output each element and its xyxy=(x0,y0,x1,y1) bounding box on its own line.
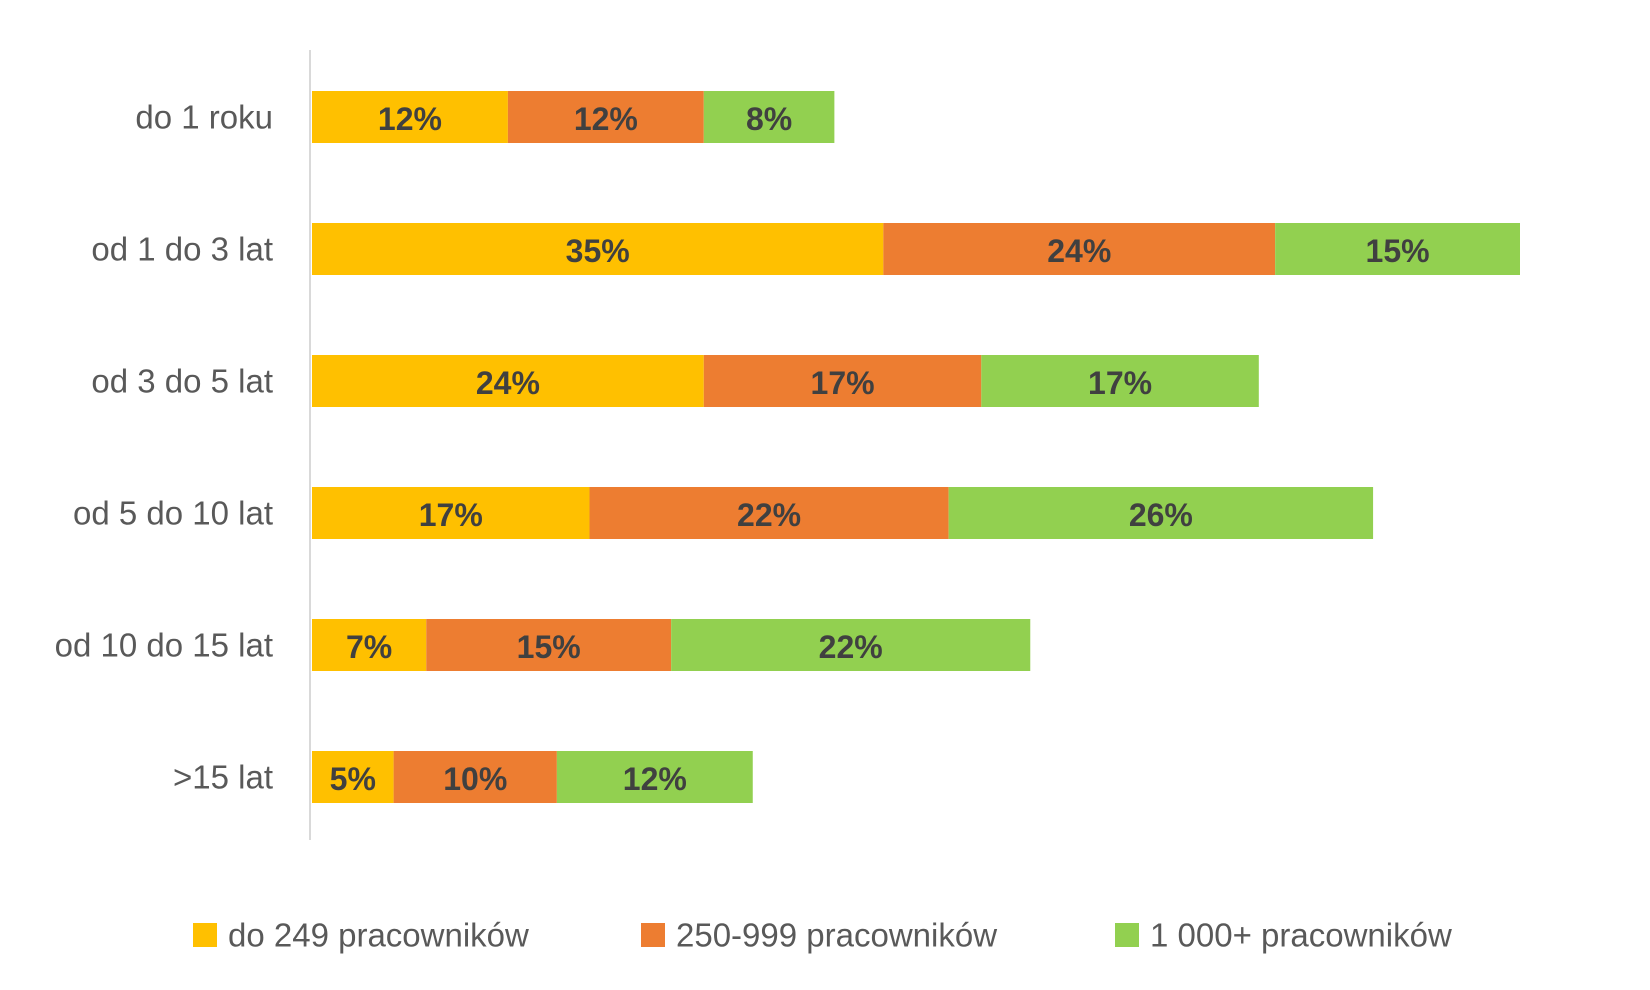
bar-do-249-pracownik-w-5 xyxy=(312,751,394,803)
bar-do-249-pracownik-w-0 xyxy=(312,91,508,143)
data-label-do-249-pracownik-w-5: 5% xyxy=(330,761,376,797)
category-label-1: od 1 do 3 lat xyxy=(91,231,273,268)
legend: do 249 pracowników 250-999 pracowników 1 0… xyxy=(193,917,1452,954)
data-label-do-249-pracownik-w-2: 24% xyxy=(476,365,540,401)
bar-1-000-pracownik-w-2 xyxy=(981,355,1259,407)
bar-1-000-pracownik-w-0 xyxy=(703,91,835,143)
category-label-4: od 10 do 15 lat xyxy=(55,627,273,664)
bar-250-999-pracownik-w-5 xyxy=(393,751,557,803)
data-label-250-999-pracownik-w-4: 15% xyxy=(517,629,581,665)
data-label-250-999-pracownik-w-3: 22% xyxy=(737,497,801,533)
bar-1-000-pracownik-w-3 xyxy=(948,487,1374,539)
data-label-do-249-pracownik-w-4: 7% xyxy=(346,629,392,665)
legend-label-do-249-pracownik-w: do 249 pracowników xyxy=(228,917,529,954)
category-labels: do 1 roku od 1 do 3 lat od 3 do 5 lat od 5 … xyxy=(55,99,273,796)
legend-label-250-999-pracownik-w: 250-999 pracowników xyxy=(676,917,997,954)
bar-do-249-pracownik-w-4 xyxy=(312,619,427,671)
data-label-1-000-pracownik-w-3: 26% xyxy=(1129,497,1193,533)
bar-1-000-pracownik-w-1 xyxy=(1275,223,1520,275)
data-label-250-999-pracownik-w-5: 10% xyxy=(443,761,507,797)
data-label-1-000-pracownik-w-0: 8% xyxy=(746,101,792,137)
category-label-2: od 3 do 5 lat xyxy=(91,363,273,400)
data-label-1-000-pracownik-w-2: 17% xyxy=(1088,365,1152,401)
bar-250-999-pracownik-w-0 xyxy=(507,91,704,143)
bar-do-249-pracownik-w-3 xyxy=(312,487,590,539)
data-label-do-249-pracownik-w-1: 35% xyxy=(566,233,630,269)
data-label-do-249-pracownik-w-0: 12% xyxy=(378,101,442,137)
legend-swatch-1-000-pracownik-w xyxy=(1115,923,1139,947)
bar-250-999-pracownik-w-1 xyxy=(883,223,1276,275)
bar-do-249-pracownik-w-2 xyxy=(312,355,704,407)
bar-segments xyxy=(312,91,1520,803)
category-label-0: do 1 roku xyxy=(135,99,273,136)
bar-1-000-pracownik-w-4 xyxy=(671,619,1031,671)
data-label-1-000-pracownik-w-4: 22% xyxy=(819,629,883,665)
bar-250-999-pracownik-w-3 xyxy=(589,487,949,539)
category-label-3: od 5 do 10 lat xyxy=(73,495,273,532)
data-label-250-999-pracownik-w-2: 17% xyxy=(811,365,875,401)
data-label-1-000-pracownik-w-1: 15% xyxy=(1366,233,1430,269)
legend-swatch-250-999-pracownik-w xyxy=(641,923,665,947)
data-labels: 12% 12% 8% 35% 24% 15% 24% 17% 17% 17% 22% 26% 7% 15%… xyxy=(330,101,1430,797)
data-label-250-999-pracownik-w-1: 24% xyxy=(1047,233,1111,269)
data-label-250-999-pracownik-w-0: 12% xyxy=(574,101,638,137)
data-label-do-249-pracownik-w-3: 17% xyxy=(419,497,483,533)
legend-swatch-do-249-pracownik-w xyxy=(193,923,217,947)
bar-250-999-pracownik-w-4 xyxy=(426,619,672,671)
category-label-5: >15 lat xyxy=(173,759,273,796)
bar-do-249-pracownik-w-1 xyxy=(312,223,884,275)
data-label-1-000-pracownik-w-5: 12% xyxy=(623,761,687,797)
bar-1-000-pracownik-w-5 xyxy=(556,751,753,803)
legend-label-1-000-pracownik-w: 1 000+ pracowników xyxy=(1150,917,1452,954)
bar-250-999-pracownik-w-2 xyxy=(703,355,982,407)
